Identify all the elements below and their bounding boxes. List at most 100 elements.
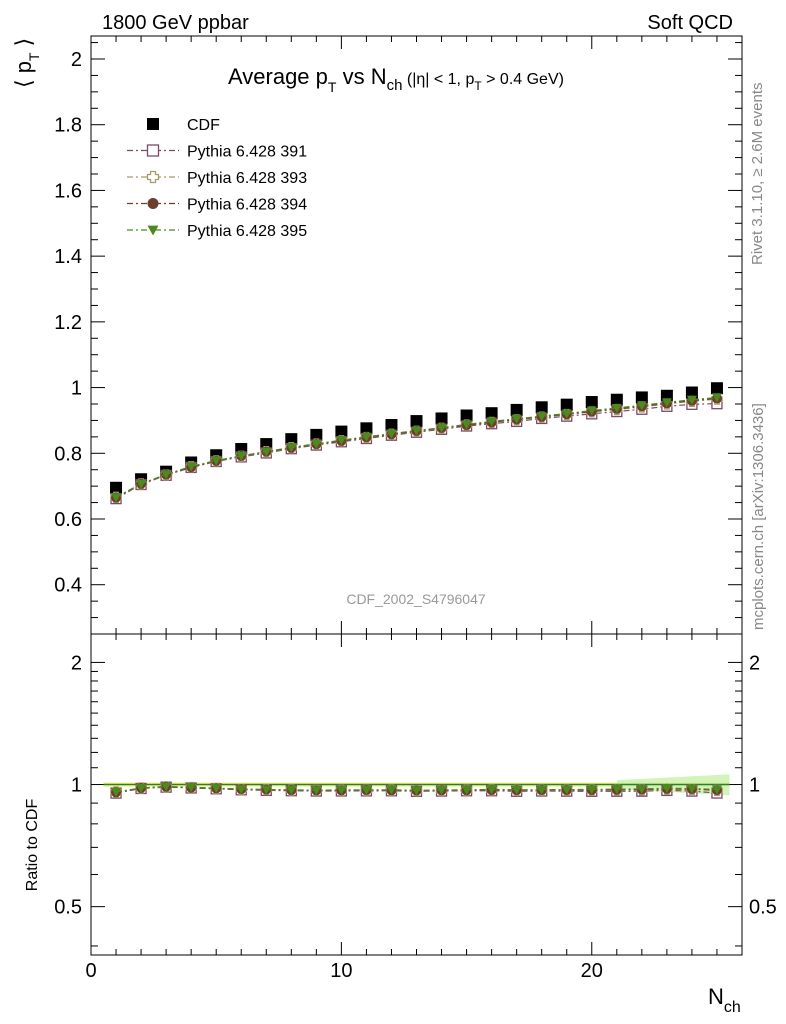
data-point bbox=[286, 785, 297, 795]
data-point bbox=[311, 786, 322, 796]
data-point bbox=[111, 493, 122, 503]
data-point bbox=[560, 398, 573, 411]
data-point bbox=[211, 784, 222, 794]
data-point bbox=[536, 412, 547, 422]
data-point bbox=[361, 785, 372, 795]
data-point bbox=[511, 785, 522, 795]
data-point bbox=[460, 409, 473, 422]
data-point bbox=[261, 785, 272, 795]
data-point bbox=[561, 409, 572, 419]
data-point bbox=[686, 395, 697, 405]
data-point bbox=[461, 420, 472, 430]
data-point bbox=[161, 470, 172, 480]
data-point bbox=[436, 786, 447, 796]
mcplots-label: mcplots.cern.ch [arXiv:1306.3436] bbox=[750, 403, 767, 630]
data-point bbox=[110, 481, 123, 494]
legend-entry: CDF bbox=[147, 117, 220, 134]
legend-label: Pythia 6.428 391 bbox=[187, 144, 307, 161]
y-tick-label: 0.6 bbox=[54, 509, 82, 531]
ratio-y-tick-label-right: 0.5 bbox=[749, 897, 777, 919]
title-part-6: > 0.4 GeV) bbox=[482, 71, 564, 88]
data-point bbox=[685, 386, 698, 399]
ratio-y-tick-label-right: 1 bbox=[749, 775, 760, 797]
data-point bbox=[536, 785, 547, 795]
data-point bbox=[661, 398, 672, 408]
data-point bbox=[510, 403, 523, 416]
data-point bbox=[136, 783, 147, 793]
data-point bbox=[311, 439, 322, 449]
data-point bbox=[236, 785, 247, 795]
series-3 bbox=[111, 393, 722, 503]
axis-ticks: 0 10 20 0.4 0.6 0.8 1 1.2 1.4 1.6 1.8 2 0.5 0.5 1 1 2 2 bbox=[54, 36, 777, 982]
data-point bbox=[436, 423, 447, 433]
data-point bbox=[261, 447, 272, 457]
legend-entry: Pythia 6.428 391 bbox=[127, 144, 307, 161]
data-point bbox=[111, 788, 122, 798]
header-left: 1800 GeV ppbar bbox=[102, 12, 249, 34]
y-tick-label: 0.4 bbox=[54, 575, 82, 597]
legend-entry: Pythia 6.428 394 bbox=[127, 197, 307, 214]
legend-label: CDF bbox=[187, 117, 220, 134]
data-point bbox=[147, 225, 159, 236]
ratio-y-tick-label: 0.5 bbox=[54, 897, 82, 919]
data-point bbox=[385, 419, 398, 432]
data-point bbox=[636, 784, 647, 794]
ratio-y-axis-label: Ratio to CDF bbox=[24, 799, 41, 892]
legend: CDF Pythia 6.428 391 Pythia 6.428 393 Pythi… bbox=[127, 117, 307, 240]
data-point bbox=[561, 785, 572, 795]
data-point bbox=[535, 401, 548, 414]
legend-entry: Pythia 6.428 393 bbox=[127, 170, 307, 187]
xlabel-part-0: N bbox=[708, 984, 724, 1009]
series-4 bbox=[111, 393, 722, 503]
data-point bbox=[586, 406, 597, 416]
data-point bbox=[211, 456, 222, 466]
data-point bbox=[386, 785, 397, 795]
data-point bbox=[710, 382, 723, 395]
plot-title: Average pT vs Nch (|η| < 1, pT > 0.4 GeV… bbox=[228, 64, 564, 95]
ylabel-part-1: T bbox=[26, 52, 42, 61]
title-part-4: (|η| < 1, p bbox=[402, 71, 474, 88]
data-point bbox=[360, 422, 373, 435]
series-line bbox=[115, 398, 718, 498]
header-right: Soft QCD bbox=[647, 12, 733, 34]
legend-label: Pythia 6.428 395 bbox=[187, 223, 307, 240]
data-point bbox=[511, 414, 522, 424]
data-point bbox=[147, 118, 159, 130]
data-point bbox=[146, 144, 160, 157]
ratio-y-tick-label: 2 bbox=[71, 652, 82, 674]
data-point bbox=[435, 412, 448, 425]
data-point bbox=[711, 785, 722, 795]
series-layer bbox=[110, 382, 723, 505]
data-point bbox=[686, 784, 697, 794]
analysis-watermark: CDF_2002_S4796047 bbox=[346, 591, 486, 607]
ratio-y-tick-label-right: 2 bbox=[749, 652, 760, 674]
data-point bbox=[361, 432, 372, 442]
data-point bbox=[586, 785, 597, 795]
data-point bbox=[711, 393, 722, 403]
data-point bbox=[286, 443, 297, 453]
title-part-1: T bbox=[328, 79, 337, 95]
x-axis-label: Nch bbox=[708, 984, 741, 1016]
y-axis-label: ⟨ pT ⟩ bbox=[11, 38, 42, 88]
data-point bbox=[661, 784, 672, 794]
ylabel-part-0: ⟨ p bbox=[11, 61, 36, 88]
data-point bbox=[411, 426, 422, 436]
xlabel-part-1: ch bbox=[724, 999, 741, 1016]
x-tick-label: 10 bbox=[330, 960, 352, 982]
legend-entry: Pythia 6.428 395 bbox=[127, 223, 307, 240]
data-point bbox=[611, 403, 622, 413]
ratio-y-tick-label: 1 bbox=[71, 775, 82, 797]
series-1 bbox=[110, 398, 723, 505]
series-line bbox=[115, 396, 718, 498]
data-point bbox=[485, 407, 498, 420]
ratio-series-4 bbox=[111, 782, 722, 798]
y-tick-label: 0.8 bbox=[54, 443, 82, 465]
data-point bbox=[461, 785, 472, 795]
data-point bbox=[310, 428, 323, 441]
data-point bbox=[486, 785, 497, 795]
data-point bbox=[611, 785, 622, 795]
y-tick-label: 1.6 bbox=[54, 180, 82, 202]
data-point bbox=[336, 785, 347, 795]
data-point bbox=[486, 417, 497, 427]
